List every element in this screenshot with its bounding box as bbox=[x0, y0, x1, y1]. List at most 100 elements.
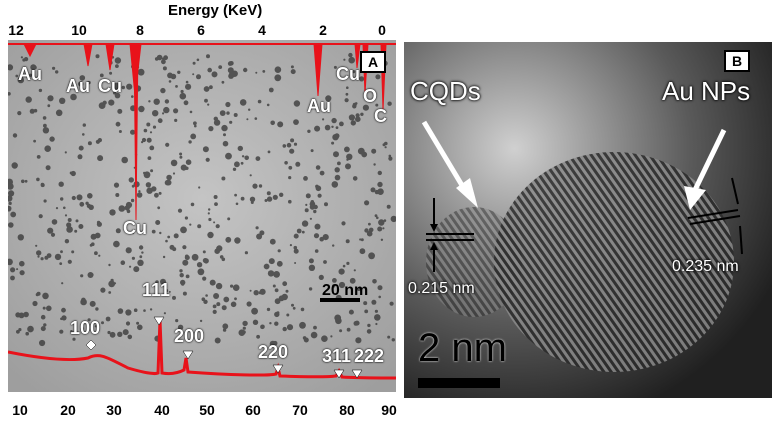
nanoparticle-dot bbox=[205, 157, 210, 162]
nanoparticle-dot bbox=[331, 181, 339, 188]
nanoparticle-dot bbox=[77, 154, 83, 160]
nanoparticle-dot bbox=[378, 295, 382, 299]
nanoparticle-dot bbox=[121, 156, 128, 164]
nanoparticle-dot bbox=[113, 182, 120, 188]
nanoparticle-dot bbox=[143, 128, 148, 133]
nanoparticle-dot bbox=[218, 65, 223, 69]
nanoparticle-dot bbox=[153, 98, 160, 105]
nanoparticle-dot bbox=[159, 231, 162, 235]
nanoparticle-dot bbox=[221, 80, 225, 84]
nanoparticle-dot bbox=[79, 201, 85, 207]
cqds-spacing: 0.215 nm bbox=[408, 280, 475, 297]
energy-tick-2: 2 bbox=[319, 22, 327, 38]
nanoparticle-dot bbox=[40, 257, 44, 261]
twotheta-tick-40: 40 bbox=[154, 402, 170, 418]
nanoparticle-dot bbox=[367, 323, 371, 328]
nanoparticle-dot bbox=[268, 258, 275, 265]
nanoparticle-dot bbox=[125, 247, 132, 254]
nanoparticle-dot bbox=[235, 202, 239, 206]
nanoparticle-dot bbox=[221, 305, 227, 311]
nanoparticle-dot bbox=[382, 143, 386, 147]
nanoparticle-dot bbox=[346, 327, 351, 332]
nanoparticle-dot bbox=[364, 200, 370, 206]
xrd-label-311: 311 bbox=[322, 346, 352, 366]
nanoparticle-dot bbox=[294, 262, 297, 264]
nanoparticle-dot bbox=[177, 324, 184, 330]
nanoparticle-dot bbox=[375, 322, 378, 326]
nanoparticle-dot bbox=[108, 263, 111, 267]
nanoparticle-dot bbox=[156, 54, 163, 61]
nanoparticle-dot bbox=[387, 335, 391, 339]
nanoparticle-dot bbox=[301, 230, 305, 234]
nanoparticle-dot bbox=[303, 176, 308, 181]
nanoparticle-dot bbox=[87, 80, 91, 85]
nanoparticle-dot bbox=[317, 193, 322, 198]
nanoparticle-dot bbox=[170, 159, 178, 167]
nanoparticle-dot bbox=[324, 124, 331, 131]
nanoparticle-dot bbox=[308, 264, 316, 271]
nanoparticle-dot bbox=[202, 250, 206, 254]
nanoparticle-dot bbox=[286, 142, 292, 148]
nanoparticle-dot bbox=[242, 320, 248, 327]
nanoparticle-dot bbox=[313, 233, 320, 239]
nanoparticle-dot bbox=[293, 245, 298, 250]
nanoparticle-dot bbox=[288, 176, 292, 180]
nanoparticle-dot bbox=[380, 238, 384, 241]
nanoparticle-dot bbox=[125, 201, 133, 209]
nanoparticle-dot bbox=[361, 151, 368, 158]
nanoparticle-dot bbox=[374, 214, 378, 218]
nanoparticle-dot bbox=[290, 69, 296, 75]
nanoparticle-dot bbox=[193, 121, 197, 126]
nanoparticle-dot bbox=[274, 298, 281, 305]
nanoparticle-dot bbox=[109, 71, 113, 75]
nanoparticle-dot bbox=[305, 203, 308, 206]
nanoparticle-dot bbox=[167, 235, 171, 239]
nanoparticle-dot bbox=[157, 206, 161, 210]
xrd-label-200: 200 bbox=[174, 326, 205, 346]
nanoparticle-dot bbox=[242, 326, 246, 330]
nanoparticle-dot bbox=[354, 102, 358, 105]
nanoparticle-dot bbox=[129, 265, 132, 268]
nanoparticle-dot bbox=[203, 299, 208, 304]
nanoparticle-dot bbox=[87, 272, 94, 278]
energy-tick-8: 8 bbox=[136, 22, 144, 38]
nanoparticle-dot bbox=[263, 263, 270, 270]
nanoparticle-dot bbox=[8, 222, 14, 228]
nanoparticle-dot bbox=[288, 199, 292, 204]
nanoparticle-dot bbox=[308, 258, 314, 264]
nanoparticle-dot bbox=[272, 284, 276, 288]
nanoparticle-dot bbox=[346, 261, 350, 265]
nanoparticle-dot bbox=[42, 127, 50, 134]
nanoparticle-dot bbox=[241, 155, 245, 158]
nanoparticle-dot bbox=[289, 244, 292, 247]
twotheta-tick-60: 60 bbox=[245, 402, 261, 418]
nanoparticle-dot bbox=[330, 335, 333, 338]
nanoparticle-dot bbox=[372, 279, 377, 284]
nanoparticle-dot bbox=[391, 338, 395, 342]
nanoparticle-dot bbox=[259, 288, 266, 295]
nanoparticle-dot bbox=[70, 93, 77, 101]
nanoparticle-dot bbox=[25, 96, 32, 103]
nanoparticle-dot bbox=[274, 321, 279, 326]
nanoparticle-dot bbox=[324, 202, 328, 207]
nanoparticle-dot bbox=[342, 264, 346, 268]
nanoparticle-dot bbox=[105, 316, 111, 322]
nanoparticle-dot bbox=[260, 325, 264, 329]
nanoparticle-dot bbox=[185, 159, 192, 165]
nanoparticle-dot bbox=[196, 74, 201, 80]
nanoparticle-dot bbox=[337, 161, 341, 166]
nanoparticle-dot bbox=[146, 137, 152, 143]
nanoparticle-dot bbox=[368, 222, 371, 226]
nanoparticle-dot bbox=[146, 122, 151, 127]
nanoparticle-dot bbox=[389, 301, 394, 306]
nanoparticle-dot bbox=[177, 208, 183, 213]
nanoparticle-dot bbox=[89, 243, 93, 247]
nanoparticle-dot bbox=[208, 126, 214, 132]
nanoparticle-dot bbox=[246, 118, 249, 121]
nanoparticle-dot bbox=[249, 289, 252, 292]
nanoparticle-dot bbox=[20, 56, 23, 59]
panel-a-graphics bbox=[8, 40, 396, 392]
nanoparticle-dot bbox=[229, 71, 236, 78]
nanoparticle-dot bbox=[28, 73, 33, 77]
nanoparticle-dot bbox=[375, 74, 381, 80]
